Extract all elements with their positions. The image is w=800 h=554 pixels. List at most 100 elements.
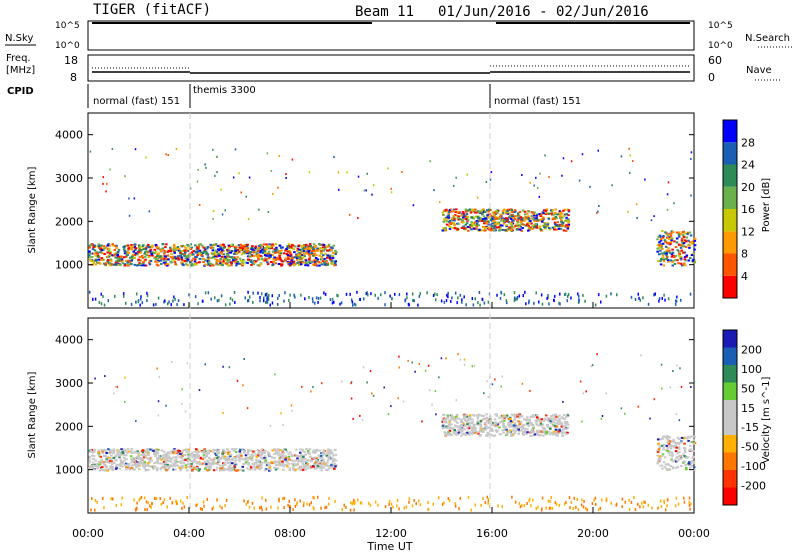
scatter-cell: [236, 252, 240, 255]
scatter-cell: [97, 258, 101, 261]
sparse-cell: [357, 217, 359, 220]
scatter-cell: [111, 243, 114, 246]
sparse-cell: [277, 186, 279, 189]
ground-scatter-cell: [121, 496, 123, 500]
scatter-cell: [456, 421, 459, 424]
scatter-cell: [131, 255, 134, 258]
scatter-cell: [262, 248, 266, 251]
ground-scatter-cell: [513, 299, 516, 303]
cpid-segment-3: normal (fast) 151: [494, 96, 581, 107]
scatter-cell: [458, 425, 462, 428]
ground-scatter-cell: [312, 495, 315, 499]
scatter-cell: [287, 256, 290, 259]
scatter-cell: [121, 260, 124, 263]
scatter-cell: [303, 255, 306, 258]
x-tick-label: 20:00: [577, 527, 609, 540]
scatter-cell: [505, 211, 508, 214]
scatter-cell: [481, 430, 485, 433]
scatter-cell: [267, 252, 271, 255]
scatter-cell: [523, 418, 527, 421]
sparse-cell: [361, 419, 364, 422]
scatter-cell: [246, 247, 250, 250]
ground-scatter-cell: [454, 504, 457, 508]
scatter-cell: [460, 420, 463, 423]
scatter-cell: [180, 256, 184, 259]
sparse-cell: [214, 174, 216, 177]
scatter-cell: [297, 455, 300, 458]
ground-scatter-cell: [511, 495, 513, 499]
scatter-cell: [271, 254, 274, 257]
scatter-cell: [203, 452, 206, 455]
scatter-cell: [540, 430, 543, 433]
ground-scatter-cell: [122, 292, 125, 296]
scatter-cell: [179, 452, 182, 455]
scatter-cell: [105, 452, 108, 455]
scatter-cell: [508, 423, 511, 426]
scatter-cell: [557, 430, 560, 433]
ground-scatter-cell: [547, 499, 550, 503]
scatter-cell: [508, 416, 512, 419]
scatter-cell: [212, 252, 216, 255]
scatter-cell: [481, 226, 485, 229]
colorbar-tick-label: -200: [741, 480, 766, 493]
scatter-cell: [321, 248, 325, 251]
scatter-cell: [444, 229, 448, 232]
scatter-cell: [168, 457, 172, 460]
scatter-cell: [304, 259, 308, 262]
ground-scatter-cell: [220, 294, 223, 298]
scatter-cell: [260, 461, 264, 464]
scatter-cell: [160, 262, 163, 265]
scatter-cell: [301, 248, 305, 251]
scatter-cell: [678, 252, 681, 255]
scatter-cell: [471, 421, 474, 424]
scatter-cell: [117, 248, 121, 251]
ground-scatter-cell: [308, 295, 310, 299]
ground-scatter-cell: [472, 303, 475, 307]
scatter-cell: [160, 462, 164, 465]
scatter-cell: [128, 468, 132, 471]
scatter-cell: [556, 419, 560, 422]
scatter-cell: [476, 220, 480, 223]
scatter-cell: [465, 432, 469, 435]
scatter-cell: [693, 237, 697, 240]
sparse-cell: [628, 147, 630, 150]
scatter-cell: [147, 256, 151, 259]
scatter-cell: [510, 224, 513, 227]
scatter-cell: [324, 248, 327, 251]
scatter-cell: [665, 254, 668, 257]
scatter-cell: [553, 424, 557, 427]
scatter-cell: [503, 414, 506, 417]
scatter-cell: [174, 263, 177, 266]
ground-scatter-cell: [261, 508, 263, 512]
scatter-cell: [519, 228, 522, 231]
sparse-cell: [650, 219, 653, 222]
sparse-cell: [672, 370, 674, 373]
scatter-cell: [526, 428, 529, 431]
ground-scatter-cell: [337, 294, 339, 298]
scatter-cell: [125, 254, 129, 257]
scatter-cell: [262, 450, 266, 453]
scatter-cell: [99, 251, 102, 254]
scatter-cell: [562, 215, 565, 218]
sparse-cell: [397, 397, 399, 400]
scatter-cell: [474, 427, 477, 430]
scatter-cell: [157, 456, 160, 459]
scatter-cell: [148, 461, 151, 464]
scatter-cell: [127, 247, 130, 250]
scatter-cell: [164, 246, 167, 249]
scatter-cell: [334, 465, 337, 468]
scatter-cell: [300, 246, 304, 249]
scatter-cell: [276, 467, 280, 470]
scatter-cell: [667, 260, 670, 263]
scatter-cell: [155, 450, 158, 453]
scatter-cell: [470, 433, 474, 436]
sparse-cell: [427, 364, 430, 367]
scatter-cell: [110, 463, 114, 466]
scatter-cell: [679, 255, 682, 258]
scatter-cell: [123, 448, 126, 451]
scatter-cell: [529, 416, 532, 419]
ground-scatter-cell: [216, 498, 218, 502]
scatter-cell: [491, 215, 494, 218]
scatter-cell: [286, 254, 290, 257]
scatter-cell: [325, 454, 329, 457]
